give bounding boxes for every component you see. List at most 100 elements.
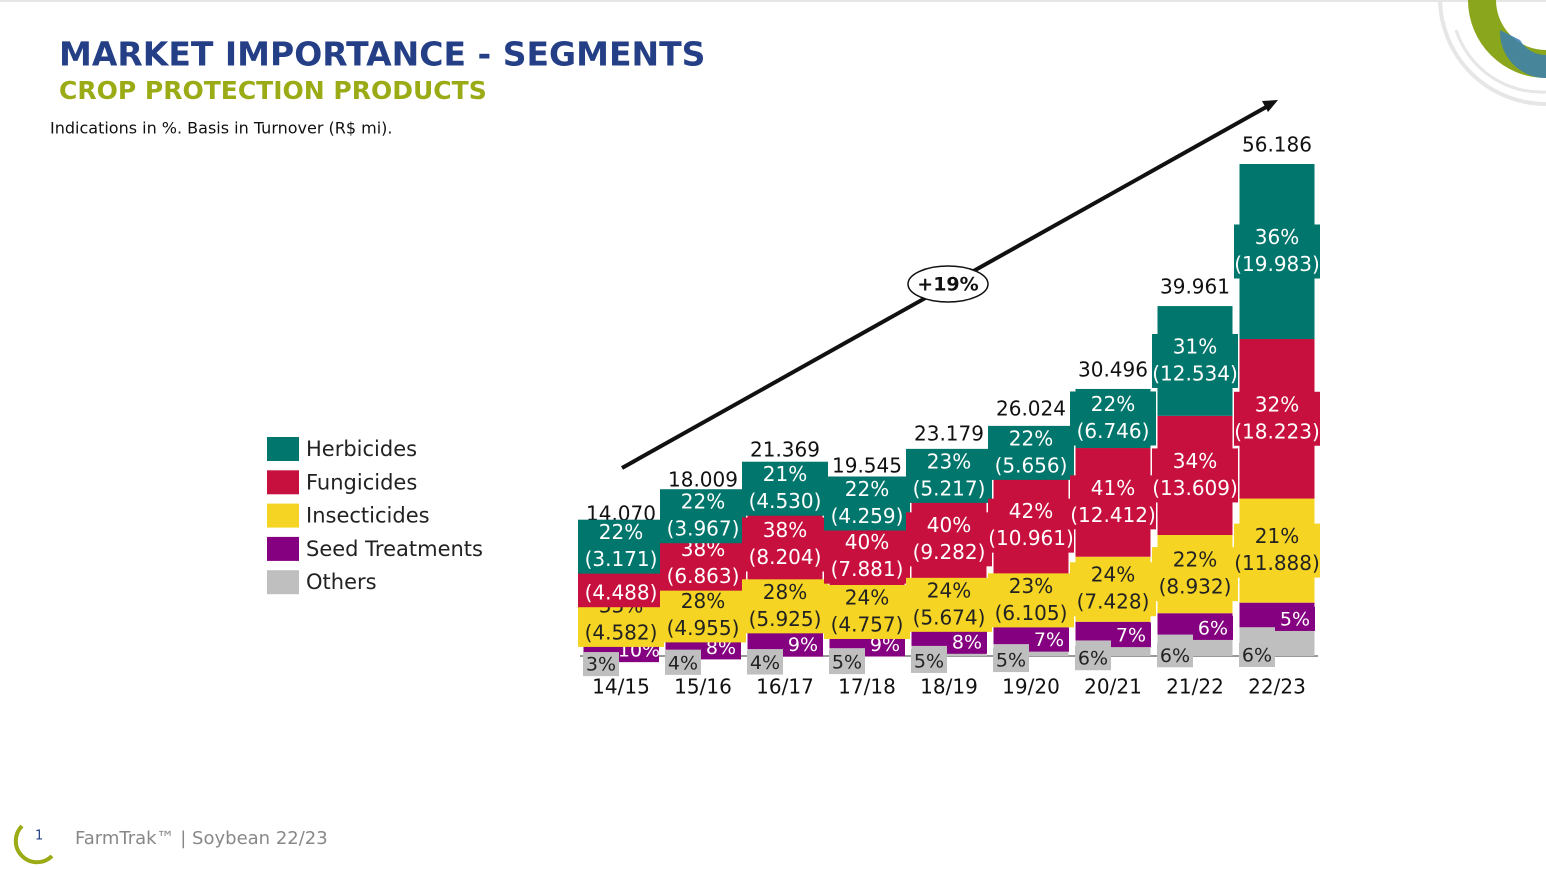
share-label: 8%: [706, 637, 736, 659]
subtitle: CROP PROTECTION PRODUCTS: [59, 76, 487, 105]
label-box: [1075, 646, 1111, 671]
share-label: 22%: [1173, 548, 1217, 572]
note: Indications in %. Basis in Turnover (R$ …: [50, 119, 393, 138]
label-box: [1152, 333, 1238, 388]
total-label: 30.496: [1078, 357, 1148, 381]
value-label: (5.656): [995, 453, 1068, 477]
label-box: [947, 629, 987, 654]
share-label: 4%: [750, 652, 780, 674]
label-box: [824, 476, 910, 531]
value-label: (8.204): [749, 545, 822, 569]
corner-decor: [1499, 30, 1546, 79]
value-label: (6.746): [1077, 419, 1150, 443]
share-label: 22%: [681, 490, 725, 514]
label-box: [824, 529, 910, 584]
share-label: 31%: [1173, 334, 1217, 358]
share-label: 5%: [914, 650, 944, 672]
page-number: 1: [35, 829, 43, 844]
label-box: [660, 536, 746, 591]
footer-text: FarmTrak™ | Soybean 22/23: [75, 828, 328, 849]
share-label: 7%: [1034, 629, 1064, 651]
legend-label: Others: [306, 570, 377, 594]
share-label: 42%: [1009, 499, 1053, 523]
label-box: [1193, 615, 1233, 640]
label-box: [1152, 547, 1238, 602]
value-label: (4.259): [831, 504, 904, 528]
label-box: [578, 519, 664, 574]
corner-decor: [1454, 29, 1546, 94]
share-label: 5%: [832, 652, 862, 674]
label-box: [906, 448, 992, 503]
share-label: 3%: [586, 654, 616, 676]
legend-swatch: [267, 536, 299, 561]
share-label: 7%: [1116, 625, 1146, 647]
label-box: [1275, 606, 1315, 631]
label-box: [1239, 643, 1275, 667]
x-tick-label: 17/18: [838, 675, 896, 699]
total-label: 39.961: [1160, 275, 1230, 299]
value-label: (9.282): [913, 540, 986, 564]
label-box: [660, 588, 746, 643]
share-label: 41%: [1091, 476, 1135, 500]
share-label: 22%: [599, 520, 643, 544]
share-label: 9%: [870, 634, 900, 656]
value-label: (6.863): [667, 564, 740, 588]
share-label: 5%: [1280, 608, 1310, 630]
share-label: 36%: [1255, 225, 1299, 249]
total-label: 19.545: [832, 453, 902, 477]
label-box: [1111, 623, 1151, 648]
label-box: [583, 652, 619, 677]
label-box: [1070, 475, 1156, 530]
value-label: (3.171): [585, 547, 658, 571]
value-label: (7.428): [1077, 590, 1150, 614]
value-label: (4.530): [749, 489, 822, 513]
title: MARKET IMPORTANCE - SEGMENTS: [59, 35, 705, 74]
share-label: 8%: [952, 631, 982, 653]
total-label: 23.179: [914, 422, 984, 446]
value-label: (5.674): [913, 605, 986, 629]
x-tick-label: 20/21: [1084, 675, 1142, 699]
value-label: (10.961): [988, 526, 1074, 550]
x-tick-label: 19/20: [1002, 675, 1060, 699]
value-label: (7.881): [831, 557, 904, 581]
value-label: (12.412): [1070, 503, 1156, 527]
label-box: [1152, 448, 1238, 503]
label-box: [1234, 391, 1320, 446]
share-label: 24%: [927, 578, 971, 602]
label-box: [747, 650, 783, 675]
value-label: (5.925): [749, 607, 822, 631]
label-box: [1029, 627, 1069, 652]
share-label: 4%: [668, 652, 698, 674]
share-label: 22%: [1009, 426, 1053, 450]
share-label: 23%: [1009, 574, 1053, 598]
label-box: [783, 632, 823, 657]
value-label: (13.609): [1152, 476, 1238, 500]
value-label: (4.488): [585, 581, 658, 605]
legend-swatch: [267, 570, 299, 595]
annotation-bubble: [907, 265, 989, 303]
share-label: 24%: [1091, 563, 1135, 587]
footer-logo: [13, 824, 54, 865]
total-label: 56.186: [1242, 133, 1312, 157]
label-box: [824, 584, 910, 639]
share-label: 22%: [1091, 392, 1135, 416]
share-label: 23%: [927, 449, 971, 473]
share-label: 28%: [681, 589, 725, 613]
label-box: [1234, 523, 1320, 578]
annotation: +19%: [917, 274, 978, 296]
label-box: [988, 573, 1074, 628]
x-tick-label: 22/23: [1248, 675, 1306, 699]
label-box: [660, 489, 746, 544]
total-label: 21.369: [750, 437, 820, 461]
label-box: [911, 648, 947, 673]
legend-label: Fungicides: [306, 470, 417, 494]
value-label: (5.217): [913, 476, 986, 500]
share-label: 6%: [1160, 645, 1190, 667]
share-label: 5%: [996, 650, 1026, 672]
share-label: 22%: [845, 477, 889, 501]
legend-label: Herbicides: [306, 437, 417, 461]
x-tick-label: 16/17: [756, 675, 814, 699]
legend-label: Insecticides: [306, 504, 430, 528]
share-label: 6%: [1242, 645, 1272, 667]
label-box: [829, 650, 865, 675]
